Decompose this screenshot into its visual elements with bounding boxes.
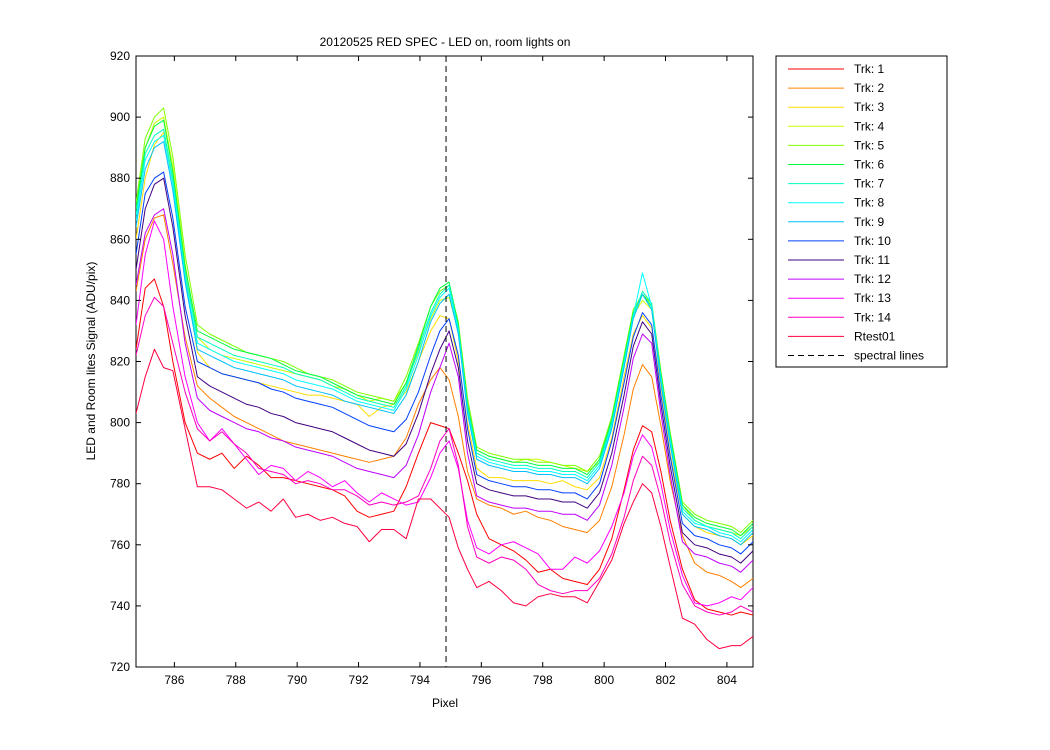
legend-label: Trk: 11	[854, 253, 890, 267]
legend-label: Trk: 13	[854, 291, 891, 305]
x-tick-label: 788	[226, 673, 246, 687]
y-tick-label: 760	[110, 538, 130, 552]
y-tick-label: 840	[110, 293, 130, 307]
legend-label: Trk: 6	[854, 158, 885, 172]
y-tick-label: 880	[110, 171, 130, 185]
x-tick-label: 798	[533, 673, 553, 687]
x-tick-label: 786	[164, 673, 184, 687]
legend-label: Trk: 1	[854, 62, 885, 76]
legend-label: Trk: 3	[854, 100, 885, 114]
series-line-14	[136, 296, 753, 616]
x-tick-label: 802	[655, 673, 675, 687]
series-line-15	[136, 348, 753, 650]
series-line-10	[136, 171, 753, 555]
legend-label: Trk: 2	[854, 81, 885, 95]
y-tick-label: 740	[110, 599, 130, 613]
legend-label: Trk: 4	[854, 119, 885, 133]
y-tick-label: 720	[110, 660, 130, 674]
y-tick-label: 780	[110, 477, 130, 491]
y-axis-label: LED and Room lites Signal (ADU/pix)	[84, 262, 98, 461]
legend-label: Trk: 9	[854, 215, 885, 229]
ticks-layer: 786 788 790 792 794 796 798 800 802 804 720 740 760 7…	[110, 49, 753, 687]
x-tick-label: 794	[410, 673, 430, 687]
legend-label: Trk: 10	[854, 234, 891, 248]
x-tick-label: 800	[594, 673, 614, 687]
x-tick-label: 792	[349, 673, 369, 687]
y-tick-label: 920	[110, 49, 130, 63]
legend-label: Trk: 7	[854, 177, 885, 191]
series-line-2	[136, 214, 753, 589]
legend-label: Trk: 14	[854, 310, 891, 324]
series-line-8	[136, 134, 753, 543]
chart-title: 20120525 RED SPEC - LED on, room lights …	[320, 35, 571, 49]
legend-label: Rtest01	[854, 329, 896, 343]
y-tick-label: 800	[110, 416, 130, 430]
legend-label: Trk: 12	[854, 272, 891, 286]
series-line-9	[136, 141, 753, 546]
legend-label: Trk: 8	[854, 196, 885, 210]
series-line-7	[136, 128, 753, 540]
plot-area	[135, 55, 754, 668]
series-line-12	[136, 208, 753, 573]
legend-label: spectral lines	[854, 349, 924, 363]
x-axis-label: Pixel	[432, 696, 458, 710]
x-tick-label: 790	[287, 673, 307, 687]
y-tick-label: 820	[110, 355, 130, 369]
x-tick-label: 804	[717, 673, 737, 687]
y-tick-label: 900	[110, 110, 130, 124]
series-layer	[136, 56, 753, 667]
x-tick-label: 796	[471, 673, 491, 687]
legend: Trk: 1 Trk: 2 Trk: 3 Trk: 4 Trk: 5 Trk: 6 Trk:…	[775, 55, 948, 368]
legend-label: Trk: 5	[854, 138, 885, 152]
series-line-11	[136, 177, 753, 564]
y-tick-label: 860	[110, 232, 130, 246]
legend-box	[775, 55, 948, 368]
